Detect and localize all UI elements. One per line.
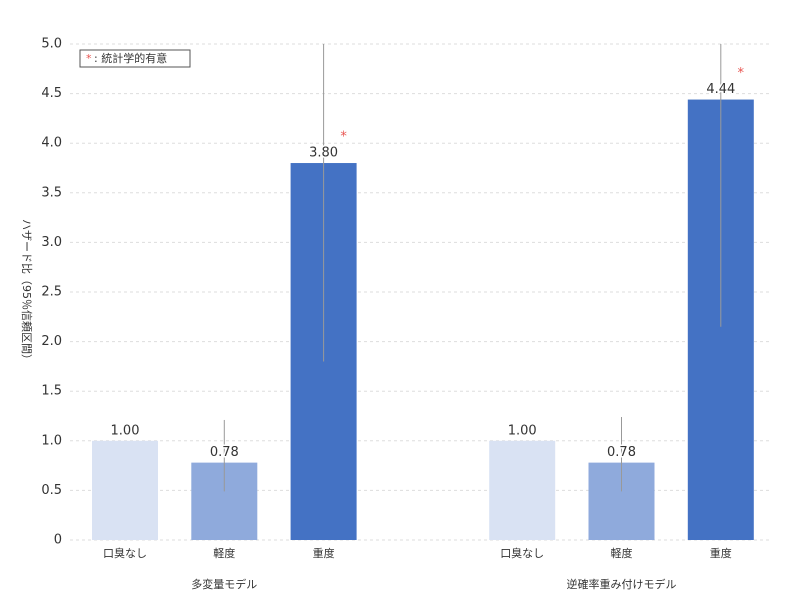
- y-tick-label: 4.0: [41, 136, 62, 151]
- bar: [92, 440, 158, 540]
- x-tick-label: 軽度: [611, 546, 633, 560]
- y-tick-label: 2.0: [41, 334, 62, 349]
- y-tick-label: 4.5: [41, 86, 62, 101]
- value-label: 3.80: [309, 146, 338, 161]
- y-tick-label: 3.0: [41, 235, 62, 250]
- legend: * : 統計学的有意: [79, 49, 191, 68]
- value-label: 1.00: [111, 423, 140, 438]
- y-tick-label: 2.5: [41, 285, 62, 300]
- value-label: 0.78: [607, 445, 636, 460]
- significance-marker: *: [738, 66, 745, 81]
- legend-box: [79, 49, 191, 68]
- legend-text: : 統計学的有意: [94, 51, 167, 65]
- legend-symbol: *: [86, 52, 92, 65]
- x-tick-label: 口臭なし: [103, 546, 147, 560]
- value-label: 4.44: [706, 82, 735, 97]
- x-tick-label: 重度: [710, 546, 732, 560]
- y-tick-label: 0: [54, 533, 62, 548]
- x-tick-label: 重度: [313, 546, 335, 560]
- bar: [489, 440, 556, 540]
- significance-marker: *: [340, 130, 347, 145]
- y-tick-label: 5.0: [41, 37, 62, 52]
- y-tick-label: 3.5: [41, 185, 62, 200]
- value-label: 0.78: [210, 445, 239, 460]
- y-tick-label: 0.5: [41, 483, 62, 498]
- value-label: 1.00: [508, 423, 537, 438]
- group-label: 多変量モデル: [191, 577, 257, 591]
- x-tick-label: 口臭なし: [500, 546, 544, 560]
- y-tick-label: 1.0: [41, 433, 62, 448]
- y-tick-label: 1.5: [41, 384, 62, 399]
- group-label: 逆確率重み付けモデル: [567, 577, 677, 591]
- y-axis-label: ハザード比（95％信頼区間）: [20, 219, 33, 365]
- x-tick-label: 軽度: [213, 546, 235, 560]
